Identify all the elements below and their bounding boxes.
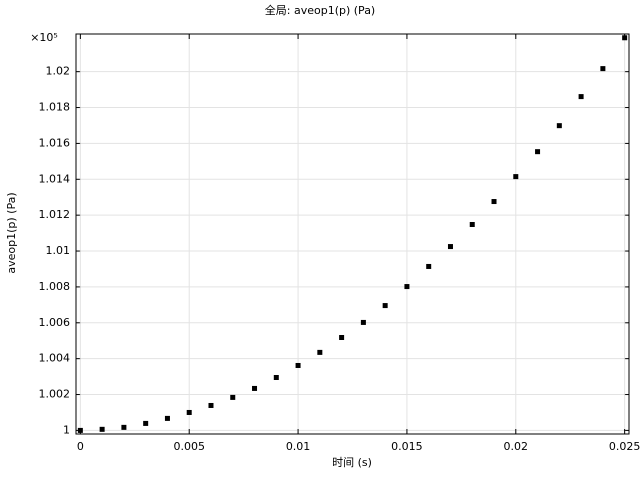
data-point [447, 244, 453, 250]
y-tick-label: 1 [63, 423, 70, 436]
x-tick-label: 0.01 [286, 440, 311, 453]
y-tick-label: 1.012 [39, 208, 71, 221]
x-tick-label: 0.015 [391, 440, 423, 453]
y-tick-label: 1.02 [46, 65, 71, 78]
data-point [77, 427, 83, 433]
data-point [426, 263, 432, 269]
data-point [382, 303, 388, 309]
data-point [622, 35, 628, 41]
y-tick-label: 1.004 [39, 352, 71, 365]
data-point [143, 420, 149, 426]
x-axis-label: 时间 (s) [332, 456, 372, 469]
data-point [600, 66, 606, 72]
data-point [578, 94, 584, 100]
y-tick-label: 1.016 [39, 136, 71, 149]
chart-title: 全局: aveop1(p) (Pa) [265, 3, 375, 17]
data-point [317, 349, 323, 355]
data-point [469, 221, 475, 227]
data-point [339, 334, 345, 340]
y-tick-label: 1.002 [39, 388, 71, 401]
x-tick-label: 0.02 [504, 440, 529, 453]
y-axis-label: aveop1(p) (Pa) [5, 192, 18, 273]
plot-frame [75, 33, 630, 435]
y-tick-label: 1.01 [46, 244, 71, 257]
y-tick-label: 1.006 [39, 316, 71, 329]
y-tick-label: 1.014 [39, 172, 71, 185]
x-tick-label: 0.005 [173, 440, 205, 453]
data-point [121, 424, 127, 430]
data-point [273, 374, 279, 380]
data-point [295, 362, 301, 368]
data-point [404, 284, 410, 290]
data-point [186, 409, 192, 415]
data-point [208, 402, 214, 408]
data-point [556, 123, 562, 129]
y-scale-label: ×10⁵ [30, 31, 58, 44]
data-point [513, 174, 519, 180]
data-point [360, 319, 366, 325]
data-point [230, 394, 236, 400]
x-tick-label: 0 [77, 440, 84, 453]
data-point [535, 149, 541, 155]
x-tick-label: 0.025 [609, 440, 640, 453]
data-point [99, 426, 105, 432]
data-point [164, 415, 170, 421]
data-point [252, 385, 258, 391]
y-tick-label: 1.018 [39, 101, 71, 114]
y-tick-label: 1.008 [39, 280, 71, 293]
data-point [491, 199, 497, 205]
